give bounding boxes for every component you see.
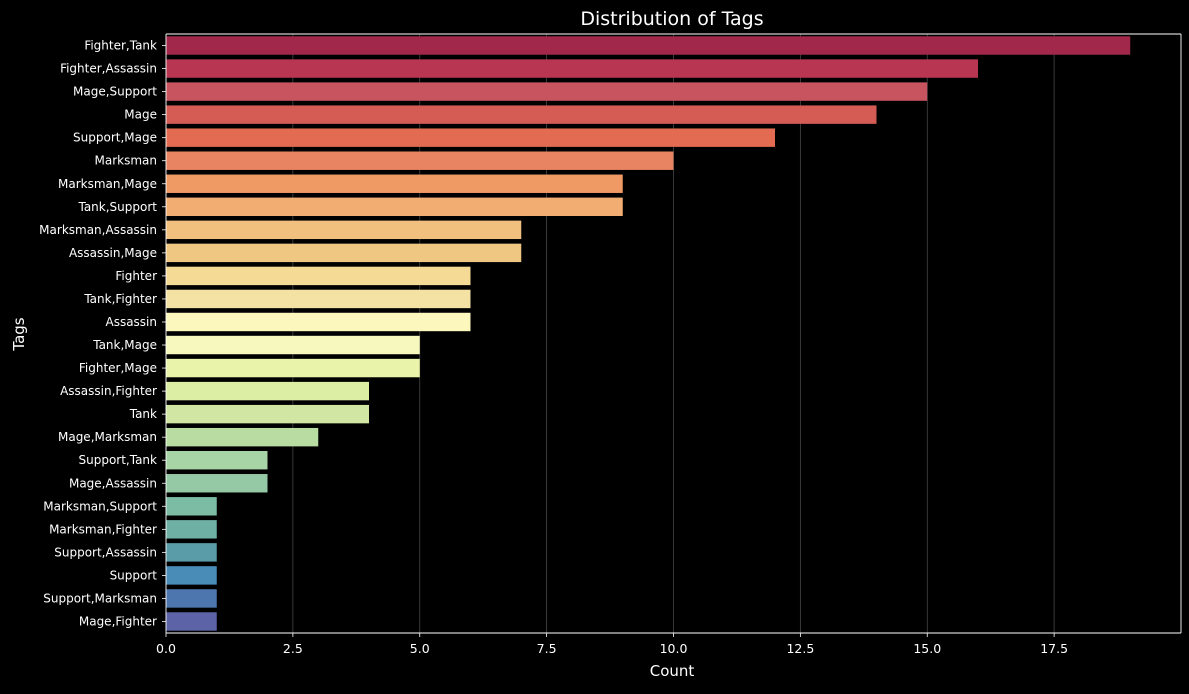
- x-tick-label: 12.5: [786, 641, 814, 656]
- y-tick-label: Marksman: [95, 154, 158, 168]
- y-tick-label: Marksman,Support: [43, 499, 157, 513]
- axes: Fighter,Tank Fighter,Assassin Mage,Support…: [39, 33, 1182, 656]
- bar: [166, 335, 420, 355]
- x-axis-label: Count: [650, 662, 695, 680]
- y-tick-label: Fighter,Tank: [84, 39, 157, 53]
- y-tick-label: Fighter,Mage: [79, 361, 157, 375]
- y-tick-label: Assassin,Mage: [69, 246, 157, 260]
- chart-title: Distribution of Tags: [580, 8, 763, 30]
- bar: [166, 243, 522, 263]
- bar: [166, 312, 471, 332]
- x-tick-label: 2.5: [283, 641, 303, 656]
- bar: [166, 151, 674, 170]
- y-tick-label: Tank: [129, 407, 157, 421]
- y-tick-label: Mage,Fighter: [79, 614, 157, 628]
- x-tick-label: 0.0: [156, 641, 176, 656]
- x-tick-label: 17.5: [1040, 641, 1068, 656]
- bar: [166, 427, 319, 447]
- bar: [166, 197, 623, 217]
- bar: [166, 105, 877, 124]
- bar: [166, 358, 420, 378]
- bar: [166, 404, 369, 424]
- bar: [166, 497, 217, 516]
- y-tick-label: Support: [110, 568, 158, 582]
- y-tick-label: Mage,Support: [73, 85, 157, 99]
- bar: [166, 174, 623, 193]
- bar: [166, 474, 268, 493]
- y-tick-label: Marksman,Fighter: [49, 522, 157, 536]
- x-tick-label: 5.0: [410, 641, 430, 656]
- bar: [166, 543, 217, 562]
- bar: [166, 289, 471, 309]
- bar: [166, 128, 775, 147]
- y-tick-label: Support,Assassin: [54, 545, 157, 559]
- y-tick-label: Assassin,Fighter: [60, 384, 157, 398]
- bar: [166, 450, 268, 470]
- y-tick-label: Tank,Fighter: [83, 292, 157, 306]
- x-tick-label: 15.0: [913, 641, 941, 656]
- y-tick-label: Mage,Assassin: [69, 476, 157, 490]
- bar: [166, 59, 978, 78]
- y-tick-label: Marksman,Assassin: [39, 223, 157, 237]
- bar: [166, 36, 1131, 55]
- y-tick-label: Fighter: [115, 269, 157, 283]
- y-tick-label: Mage,Marksman: [58, 430, 157, 444]
- bar: [166, 520, 217, 539]
- bar: [166, 82, 928, 101]
- y-tick-label: Assassin: [105, 315, 157, 329]
- bar: [166, 381, 369, 401]
- bar: [166, 589, 217, 608]
- y-tick-label: Support,Mage: [73, 131, 157, 145]
- bars: [166, 36, 1131, 631]
- y-tick-label: Fighter,Assassin: [60, 62, 157, 76]
- y-tick-label: Tank,Support: [77, 200, 157, 214]
- y-tick-label: Support,Marksman: [43, 591, 157, 605]
- bar: [166, 220, 522, 240]
- y-axis-label: Tags: [10, 317, 28, 351]
- bar: [166, 612, 217, 631]
- x-tick-label: 7.5: [537, 641, 557, 656]
- y-tick-label: Marksman,Mage: [58, 177, 157, 191]
- x-tick-label: 10.0: [660, 641, 688, 656]
- y-tick-label: Mage: [124, 108, 157, 122]
- y-tick-label: Tank,Mage: [92, 338, 157, 352]
- bar: [166, 266, 471, 286]
- bar: [166, 566, 217, 585]
- y-tick-label: Support,Tank: [78, 453, 157, 467]
